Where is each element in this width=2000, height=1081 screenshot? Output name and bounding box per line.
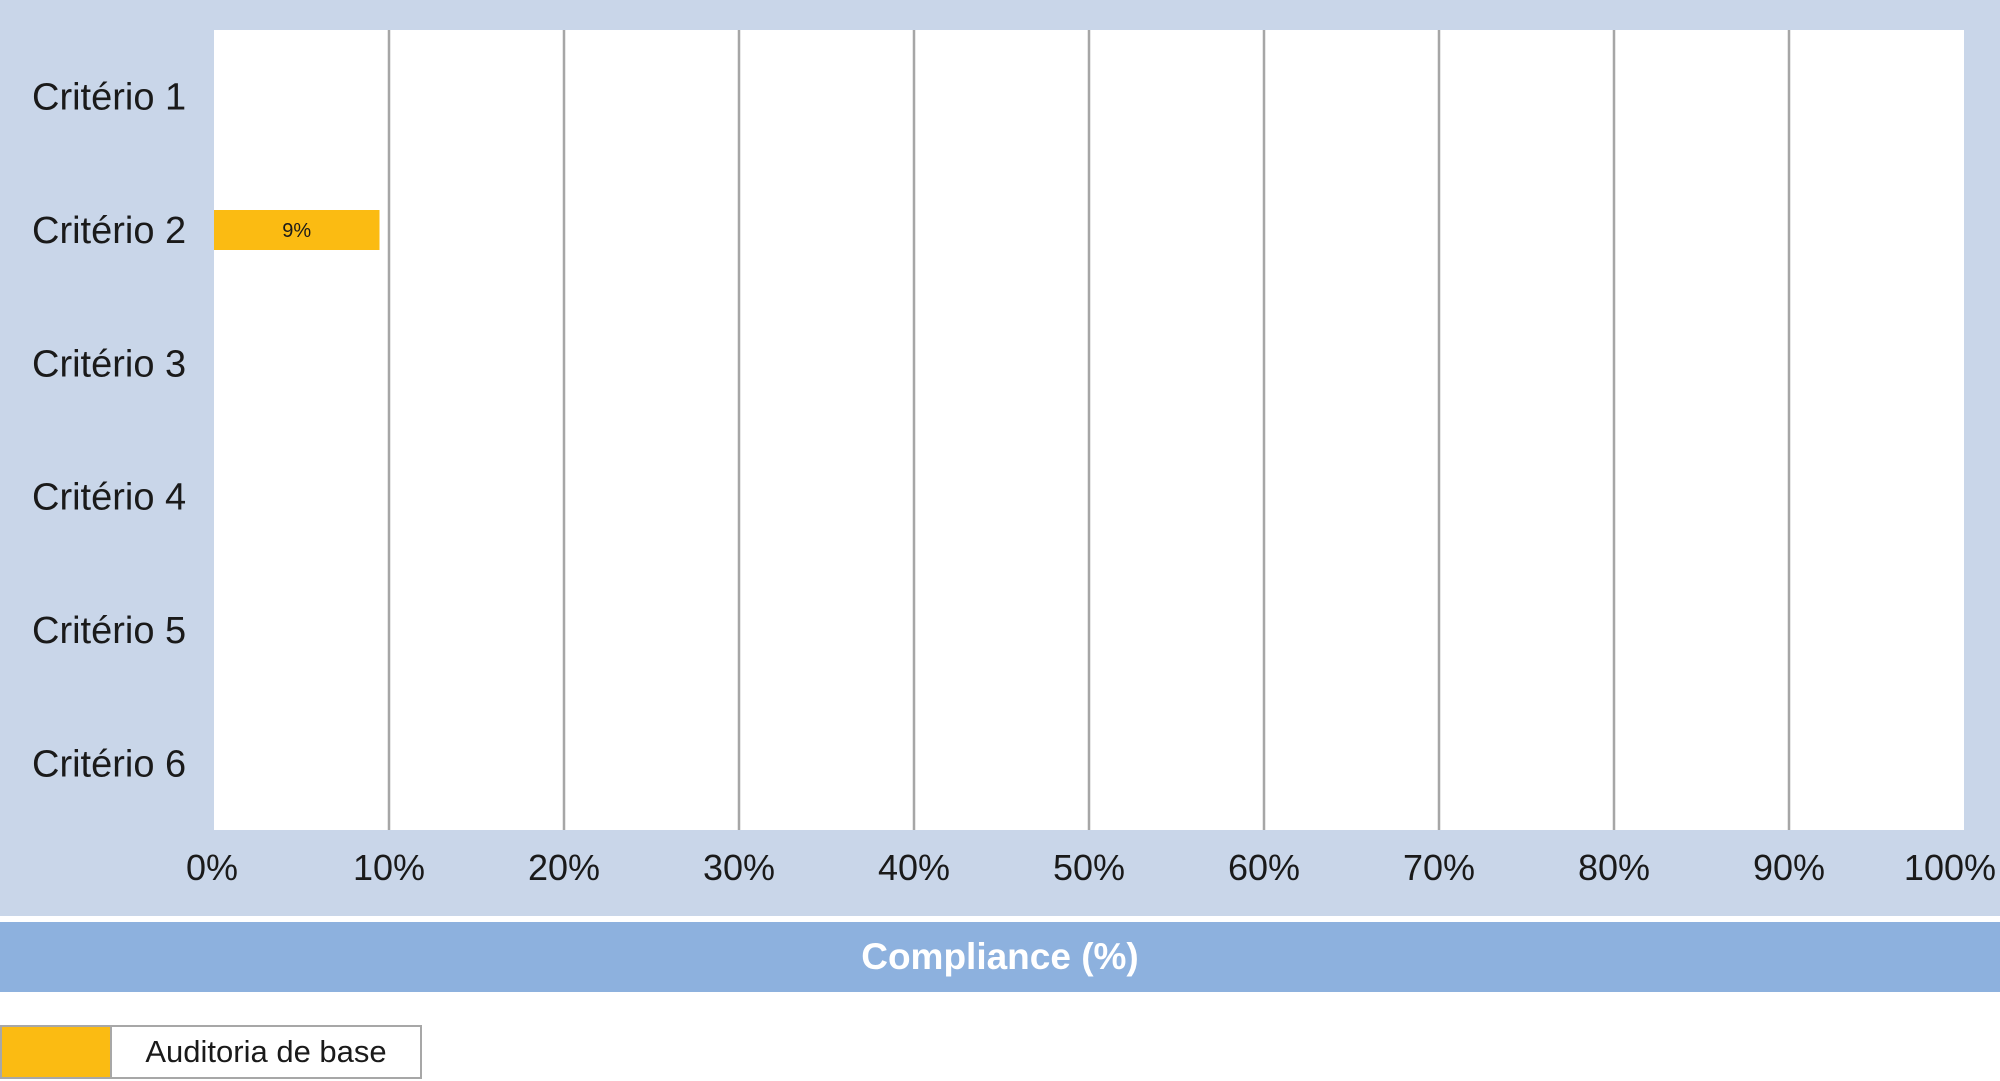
category-labels: Critério 1 Critério 2 Critério 3 Critério 4… <box>32 77 186 786</box>
x-tick-label: 40% <box>878 847 950 888</box>
x-tick-label: 0% <box>186 847 238 888</box>
category-label: Critério 6 <box>32 743 186 785</box>
bars: 9% <box>214 210 380 250</box>
legend-swatch <box>2 1027 112 1077</box>
category-label: Critério 2 <box>32 210 186 252</box>
legend-label: Auditoria de base <box>145 1034 387 1069</box>
category-label: Critério 1 <box>32 77 186 119</box>
bar <box>214 210 380 250</box>
x-tick-label: 60% <box>1228 847 1300 888</box>
x-tick-label: 30% <box>703 847 775 888</box>
category-label: Critério 3 <box>32 343 186 385</box>
x-tick-label: 70% <box>1403 847 1475 888</box>
gridlines <box>387 30 1791 830</box>
bar-data-label: 9% <box>282 220 311 242</box>
chart-panel: 9% Critério 1 Critério 2 Critério 3 Critéri… <box>0 0 2000 916</box>
x-tick-label: 100% <box>1904 847 1996 888</box>
x-tick-label: 20% <box>528 847 600 888</box>
x-tick-labels: 0% 10% 20% 30% 40% 50% 60% 70% 80% 90% 100% <box>186 847 1996 888</box>
x-axis-title: Compliance (%) <box>861 936 1139 977</box>
x-tick-label: 80% <box>1578 847 1650 888</box>
x-tick-label: 10% <box>353 847 425 888</box>
x-tick-label: 50% <box>1053 847 1125 888</box>
legend: Auditoria de base <box>0 1025 422 1079</box>
x-axis-title-band: Compliance (%) <box>0 922 2000 992</box>
category-label: Critério 5 <box>32 610 186 652</box>
category-label: Critério 4 <box>32 477 186 519</box>
x-tick-label: 90% <box>1753 847 1825 888</box>
